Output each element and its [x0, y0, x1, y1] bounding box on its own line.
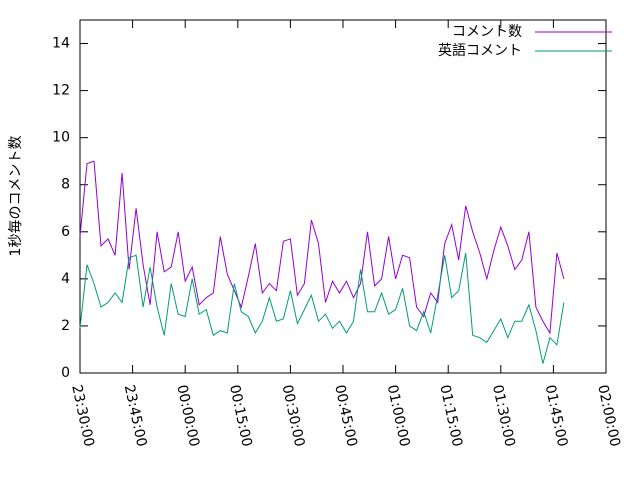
x-tick-label: 00:15:00 — [226, 383, 255, 448]
legend-label: コメント数 — [452, 24, 522, 40]
y-tick-label: 2 — [61, 318, 70, 334]
y-tick-label: 6 — [61, 224, 70, 240]
series-line — [79, 252, 565, 364]
legend-label: 英語コメント — [438, 42, 522, 59]
series-line — [79, 160, 565, 335]
x-tick-label: 01:00:00 — [384, 383, 413, 448]
x-tick-label: 00:45:00 — [331, 383, 360, 448]
y-tick-label: 14 — [52, 36, 70, 52]
y-tick-label: 10 — [52, 130, 70, 146]
x-tick-label: 23:45:00 — [121, 383, 150, 448]
y-tick-label: 4 — [61, 271, 70, 287]
x-tick-label: 02:00:00 — [594, 383, 623, 448]
y-axis-label: 1秒毎のコメント数 — [8, 136, 24, 257]
x-tick-label: 01:15:00 — [436, 383, 465, 448]
x-tick-label: 23:30:00 — [68, 383, 97, 448]
plot-frame — [79, 19, 607, 374]
y-tick-label: 8 — [61, 177, 70, 193]
x-tick-label: 01:30:00 — [489, 383, 518, 448]
y-tick-label: 12 — [52, 83, 70, 99]
y-tick-label: 0 — [61, 365, 70, 381]
x-tick-label: 01:45:00 — [542, 383, 571, 448]
x-tick-label: 00:30:00 — [279, 383, 308, 448]
x-tick-label: 00:00:00 — [173, 383, 202, 448]
